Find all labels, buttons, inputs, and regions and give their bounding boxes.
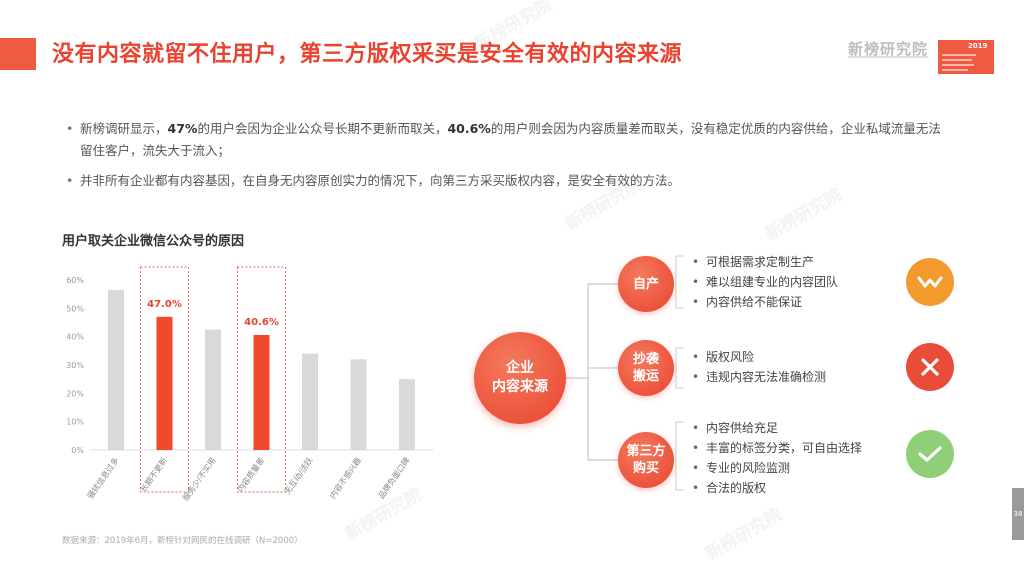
- badge-line: [942, 64, 974, 66]
- branch-items-plagiarism: 版权风险 违规内容无法准确检测: [690, 347, 826, 387]
- data-source: 数据来源：2019年6月，新榜针对网民的在线调研（N=2000）: [62, 536, 303, 546]
- center-node: 企业 内容来源: [474, 332, 566, 424]
- bullet-text: 并非所有企业都有内容基因，在自身无内容原创实力的情况下，向第三方采买版权内容，是…: [80, 173, 681, 188]
- branch-node-plagiarism: 抄袭 搬运: [618, 340, 674, 396]
- x-tick-label: 品牌负面口碑: [376, 455, 412, 500]
- branch-item: 版权风险: [690, 347, 826, 367]
- branch-item: 内容供给充足: [690, 418, 862, 438]
- summary-bullet: 新榜调研显示，47%的用户会因为企业公众号长期不更新而取关，40.6%的用户则会…: [66, 118, 946, 162]
- highlight-stat: 47%: [167, 121, 198, 136]
- page-title: 没有内容就留不住用户，第三方版权采买是安全有效的内容来源: [52, 42, 683, 67]
- highlight-stat: 40.6%: [447, 121, 491, 136]
- badge-line: [942, 54, 976, 56]
- badge-line: [942, 69, 968, 71]
- y-tick-label: 0%: [71, 446, 84, 455]
- check-icon: [906, 430, 954, 478]
- bar: [108, 289, 124, 450]
- year-badge: 2019: [938, 40, 994, 74]
- branch-brackets: [675, 255, 684, 491]
- bar: [253, 334, 270, 450]
- brand-logo: 新榜研究院: [848, 40, 929, 58]
- x-tick-label: 服务少/不实用: [180, 455, 217, 502]
- branch-items-self-produce: 可根据需求定制生产 难以组建专业的内容团队 内容供给不能保证: [690, 252, 838, 312]
- branch-item: 内容供给不能保证: [690, 292, 838, 312]
- y-tick-label: 30%: [66, 361, 84, 370]
- branch-label: 第三方 购买: [626, 444, 666, 476]
- branch-item: 丰富的标签分类，可自由选择: [690, 438, 862, 458]
- cross-icon: [906, 343, 954, 391]
- data-label: 47.0%: [147, 299, 182, 310]
- branch-item: 专业的风险监测: [690, 458, 862, 478]
- branch-label: 抄袭 搬运: [632, 352, 659, 384]
- logo-underline: [848, 56, 928, 58]
- bullet-text: 的用户会因为企业公众号长期不更新而取关，: [197, 121, 448, 136]
- year-label: 2019: [968, 42, 988, 50]
- center-node-label: 企业 内容来源: [492, 360, 548, 395]
- branch-label: 自产: [632, 276, 659, 292]
- bar: [205, 329, 221, 450]
- bullet-text: 新榜调研显示，: [80, 121, 168, 136]
- chart-title: 用户取关企业微信公众号的原因: [62, 234, 245, 249]
- branch-item: 难以组建专业的内容团队: [690, 272, 838, 292]
- highlight-box: [140, 266, 189, 493]
- y-tick-label: 60%: [66, 276, 84, 285]
- x-tick-label: 骚扰信息过多: [85, 455, 121, 500]
- branch-item: 合法的版权: [690, 478, 862, 498]
- branch-items-third-party: 内容供给充足 丰富的标签分类，可自由选择 专业的风险监测 合法的版权: [690, 418, 862, 498]
- branch-item: 违规内容无法准确检测: [690, 367, 826, 387]
- y-tick-label: 20%: [66, 389, 84, 398]
- bar: [350, 359, 367, 450]
- page-number: 38: [1012, 488, 1024, 540]
- x-tick-label: 长期不更新: [138, 455, 169, 494]
- y-tick-label: 40%: [66, 333, 84, 342]
- x-tick-label: 无互动/活跃: [282, 455, 315, 496]
- summary-bullets: 新榜调研显示，47%的用户会因为企业公众号长期不更新而取关，40.6%的用户则会…: [66, 118, 946, 200]
- data-label: 40.6%: [244, 317, 279, 328]
- connector-lines: [566, 283, 620, 461]
- x-tick-label: 内容不感兴趣: [327, 455, 363, 500]
- wave-icon: [906, 258, 954, 306]
- badge-line: [942, 59, 972, 61]
- branch-item: 可根据需求定制生产: [690, 252, 838, 272]
- branch-node-self-produce: 自产: [618, 256, 674, 312]
- branch-node-third-party: 第三方 购买: [618, 432, 674, 488]
- bar: [302, 353, 318, 450]
- bullet-text: 的用户则会因为内容质量差而取关，没有稳定优质的内容供给，企业私域流量无法留住客户…: [80, 121, 941, 158]
- x-tick-label: 内容质量差: [235, 455, 266, 494]
- bar: [156, 316, 173, 450]
- y-tick-label: 50%: [66, 304, 84, 313]
- highlight-box: [237, 266, 286, 493]
- summary-bullet: 并非所有企业都有内容基因，在自身无内容原创实力的情况下，向第三方采买版权内容，是…: [66, 170, 946, 192]
- bar: [399, 379, 415, 450]
- title-accent-bar: [0, 38, 36, 70]
- watermark: 新榜研究院: [701, 504, 786, 565]
- page-number-label: 38: [1013, 510, 1023, 518]
- bar-chart: 0% 10% 20% 30% 40% 50% 60% 骚扰信息过多 47.0% 长期不更新 服务少/…: [66, 266, 434, 503]
- y-tick-label: 10%: [66, 418, 84, 427]
